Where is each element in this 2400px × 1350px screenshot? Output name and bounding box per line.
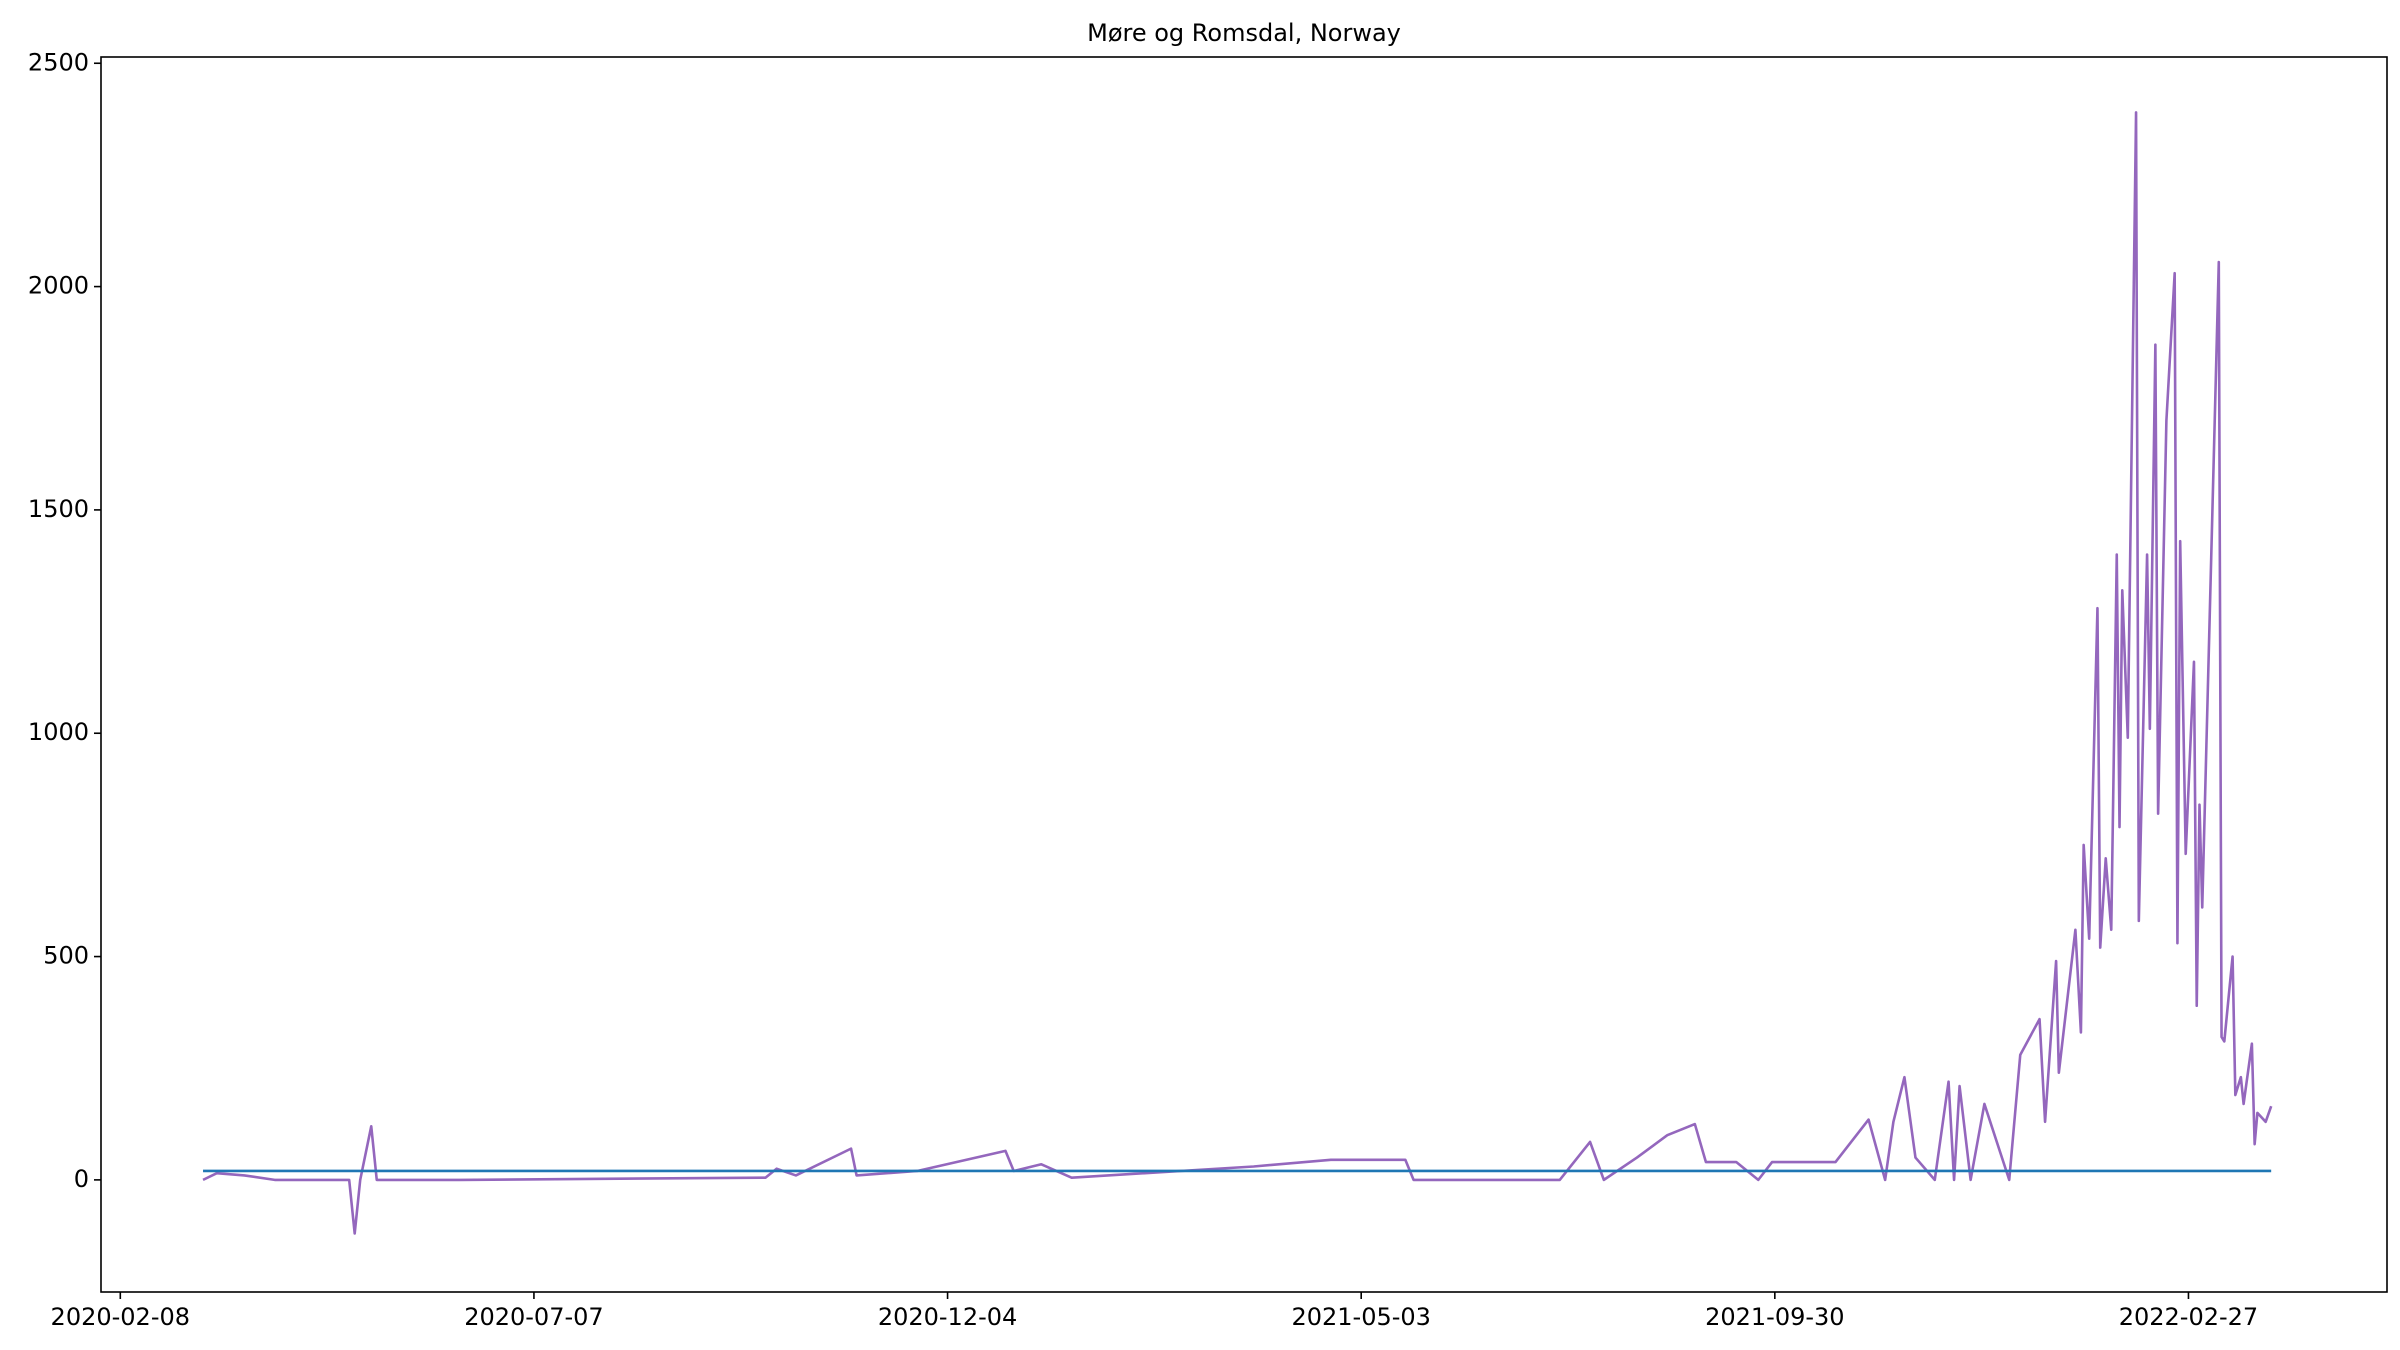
y-tick-label: 2500: [28, 48, 89, 76]
chart-title: Møre og Romsdal, Norway: [1087, 19, 1401, 47]
y-tick-label: 500: [43, 942, 89, 970]
y-tick-label: 2000: [28, 272, 89, 300]
x-tick-label: 2020-02-08: [51, 1303, 190, 1331]
plot-frame: [100, 56, 2388, 1293]
x-tick-label: 2020-12-04: [878, 1303, 1017, 1331]
y-tick-label: 1500: [28, 495, 89, 523]
x-tick-label: 2021-09-30: [1705, 1303, 1844, 1331]
y-tick-label: 1000: [28, 718, 89, 746]
x-tick-label: 2022-02-27: [2119, 1303, 2258, 1331]
y-tick-label: 0: [74, 1165, 89, 1193]
x-tick-label: 2020-07-07: [464, 1303, 603, 1331]
data-line: [202, 111, 2273, 1235]
x-tick-label: 2021-05-03: [1291, 1303, 1430, 1331]
